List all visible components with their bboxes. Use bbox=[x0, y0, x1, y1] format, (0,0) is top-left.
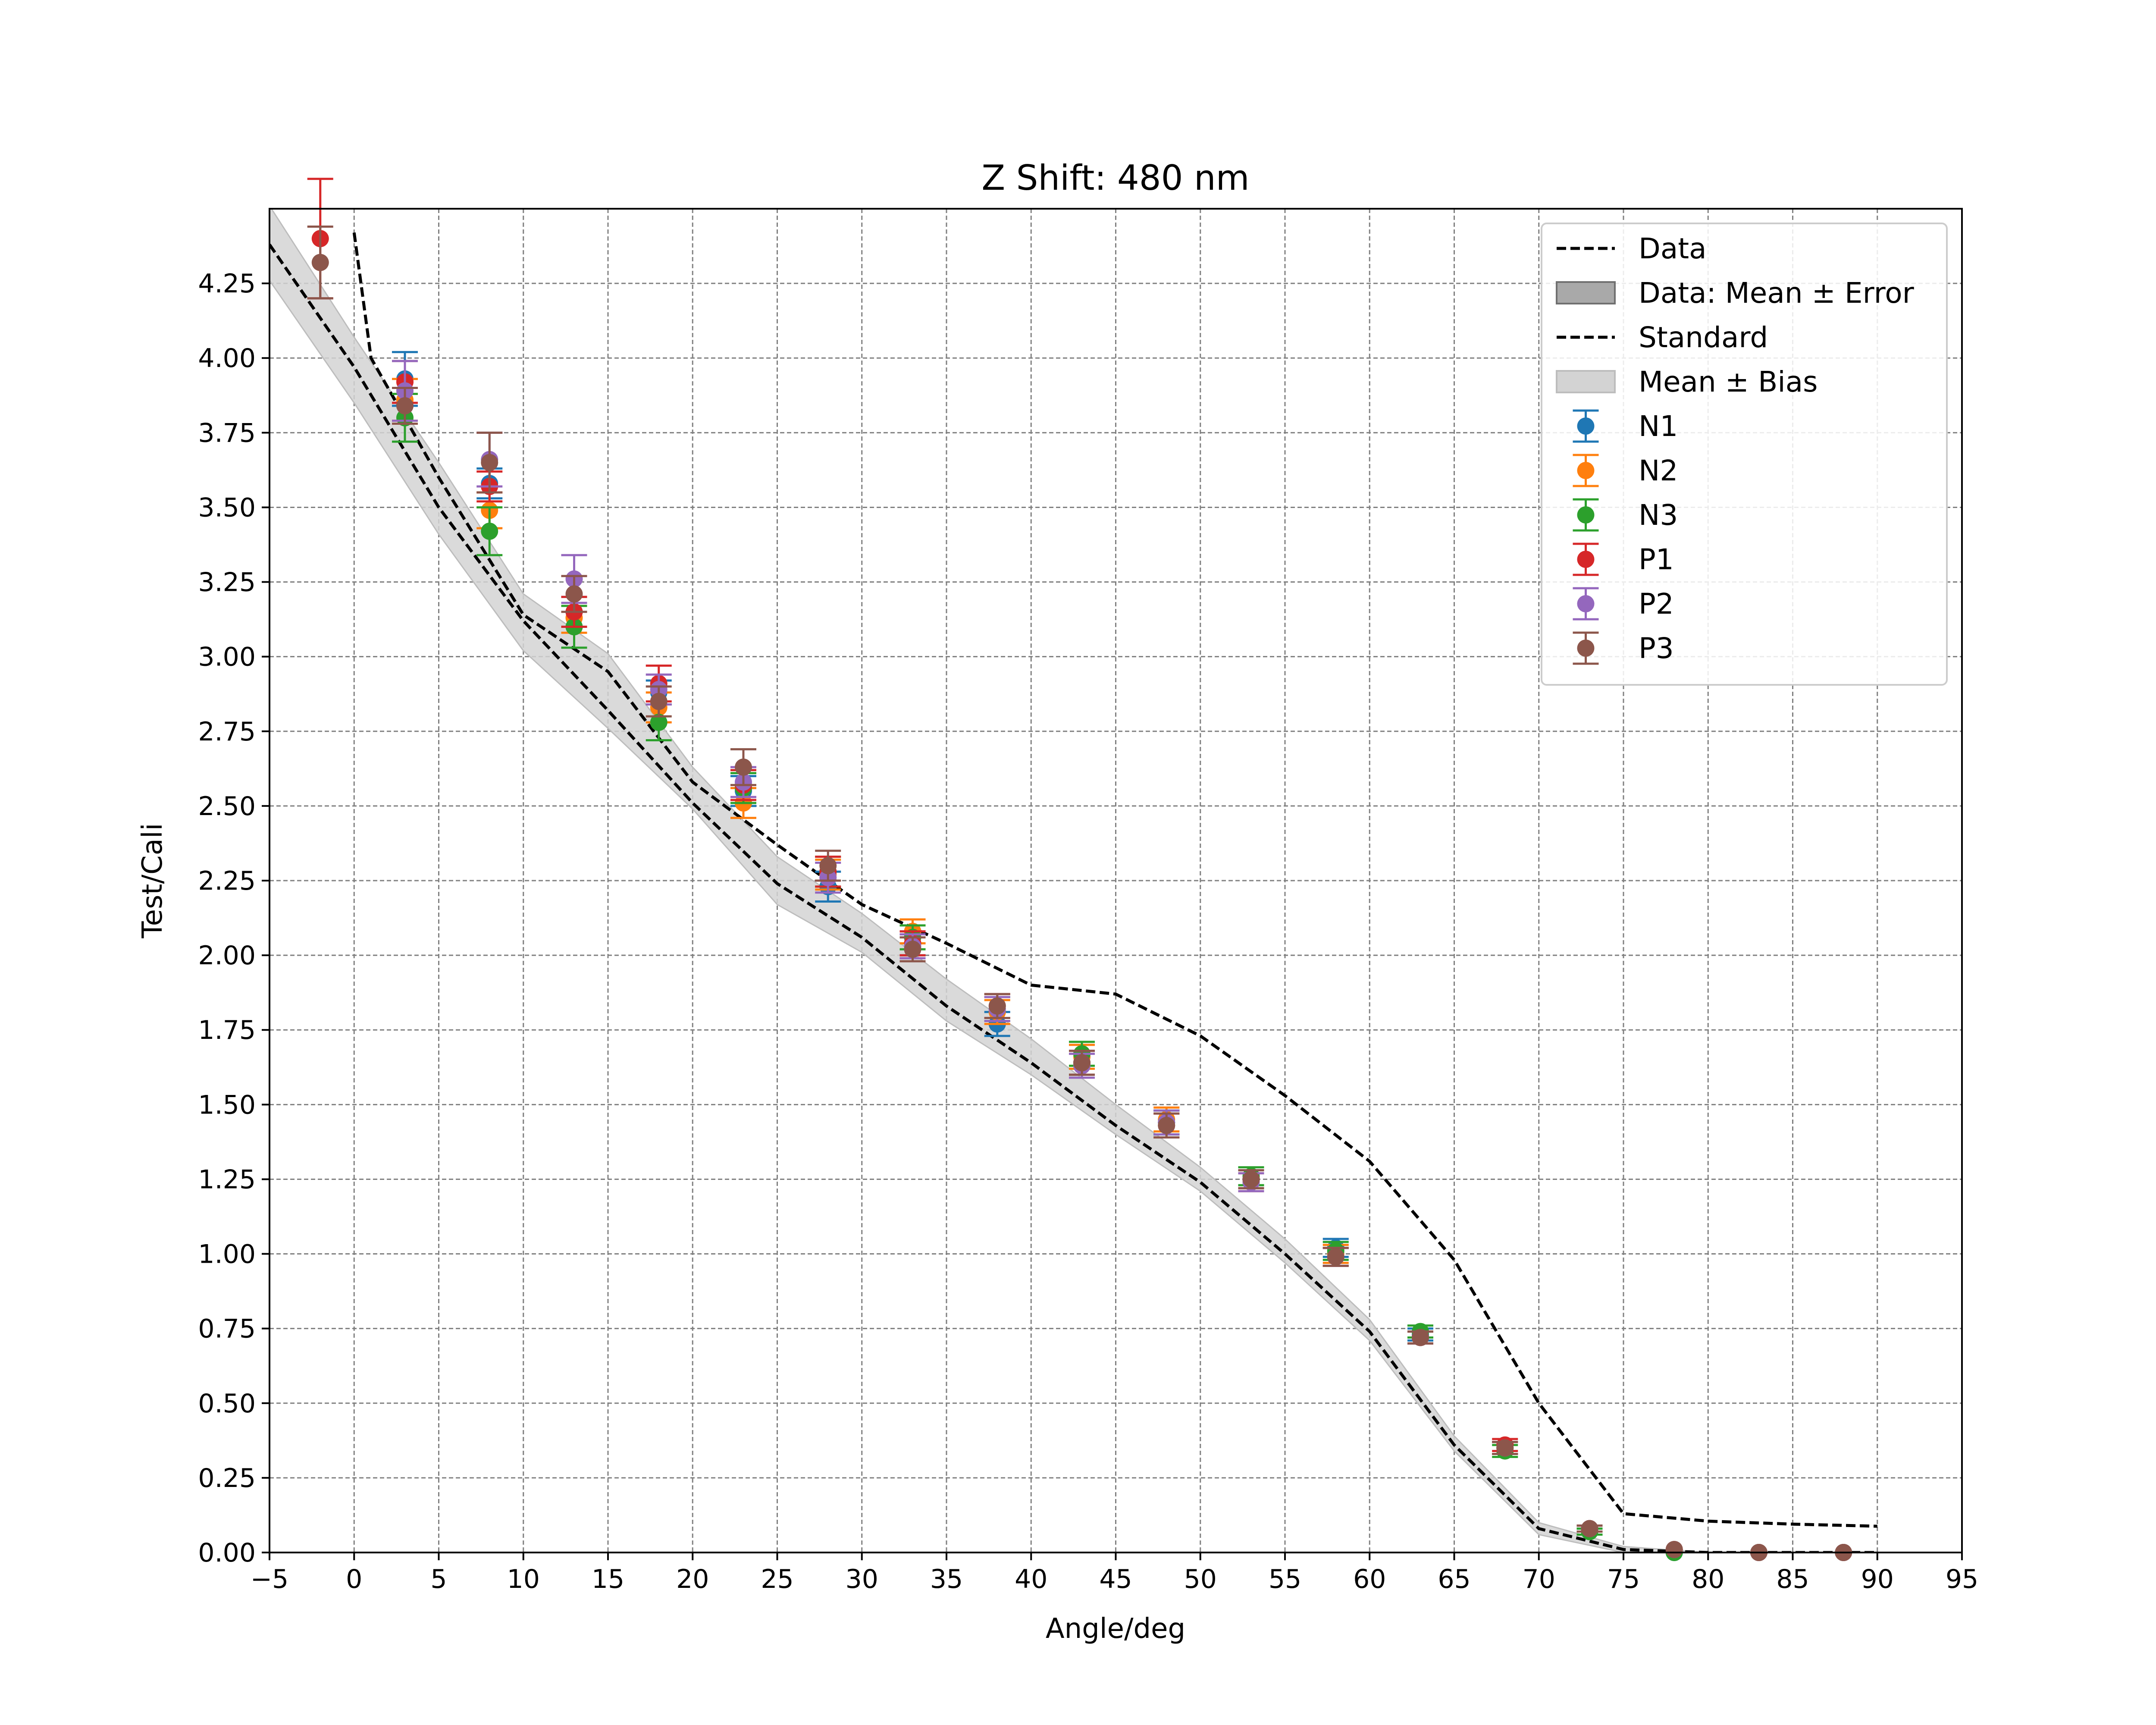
x-tick-label: 50 bbox=[1184, 1564, 1217, 1594]
x-tick-label: 40 bbox=[1015, 1564, 1047, 1594]
data-point bbox=[1158, 1117, 1175, 1134]
x-tick-label: 45 bbox=[1099, 1564, 1132, 1594]
y-tick-label: 4.25 bbox=[198, 269, 256, 299]
x-tick-label: −5 bbox=[251, 1564, 288, 1594]
y-tick-label: 0.25 bbox=[198, 1463, 256, 1493]
data-point bbox=[735, 758, 752, 776]
y-tick-label: 3.75 bbox=[198, 418, 256, 448]
legend-label: Data: Mean ± Error bbox=[1639, 276, 1915, 310]
legend-label: N1 bbox=[1639, 410, 1678, 443]
data-point bbox=[311, 254, 329, 271]
standard-line bbox=[270, 244, 1877, 1552]
y-tick-label: 2.00 bbox=[198, 941, 256, 971]
x-tick-label: 85 bbox=[1776, 1564, 1809, 1594]
x-tick-label: 35 bbox=[930, 1564, 963, 1594]
x-tick-label: 55 bbox=[1269, 1564, 1301, 1594]
scatter-layer bbox=[307, 178, 1852, 1561]
legend-marker bbox=[1577, 595, 1595, 612]
data-point bbox=[988, 997, 1006, 1015]
legend-label: Mean ± Bias bbox=[1639, 365, 1818, 398]
legend-label: N3 bbox=[1639, 499, 1678, 532]
data-point bbox=[819, 857, 837, 875]
data-point bbox=[904, 941, 921, 958]
y-tick-label: 4.00 bbox=[198, 343, 256, 373]
data-point bbox=[1242, 1170, 1260, 1188]
data-point bbox=[396, 397, 414, 415]
x-tick-label: 90 bbox=[1861, 1564, 1894, 1594]
data-point bbox=[1581, 1520, 1598, 1537]
data-point bbox=[1073, 1054, 1091, 1072]
x-tick-label: 25 bbox=[761, 1564, 793, 1594]
y-axis-label: Test/Cali bbox=[137, 823, 169, 938]
data-point bbox=[481, 522, 498, 540]
y-tick-label: 1.25 bbox=[198, 1164, 256, 1195]
y-tick-label: 2.75 bbox=[198, 717, 256, 747]
x-tick-label: 0 bbox=[346, 1564, 362, 1594]
y-tick-label: 0.50 bbox=[198, 1389, 256, 1419]
data-point bbox=[650, 714, 667, 731]
data-line bbox=[352, 232, 1877, 1528]
x-tick-label: 70 bbox=[1523, 1564, 1555, 1594]
legend-marker bbox=[1577, 551, 1595, 568]
y-tick-label: 0.00 bbox=[198, 1538, 256, 1568]
x-axis-label: Angle/deg bbox=[1046, 1613, 1185, 1645]
legend: Data Data: Mean ± Error Standard Mean ± Bia… bbox=[1541, 223, 1948, 686]
y-tick-label: 1.00 bbox=[198, 1239, 256, 1270]
x-axis: −5 0 5 10 15 20 25 30 35 40 45 50 55 60 65 70 75 80 85 90 95 bbox=[251, 1552, 1978, 1594]
x-tick-label: 20 bbox=[676, 1564, 709, 1594]
x-tick-label: 75 bbox=[1607, 1564, 1640, 1594]
data-point bbox=[481, 454, 498, 471]
legend-label: Data bbox=[1639, 232, 1707, 265]
data-point bbox=[1665, 1541, 1683, 1559]
x-tick-label: 60 bbox=[1353, 1564, 1386, 1594]
x-tick-label: 95 bbox=[1946, 1564, 1978, 1594]
y-tick-label: 3.50 bbox=[198, 492, 256, 523]
legend-label: N2 bbox=[1639, 454, 1678, 487]
x-tick-label: 30 bbox=[846, 1564, 878, 1594]
x-tick-label: 80 bbox=[1692, 1564, 1724, 1594]
line-layer bbox=[270, 232, 1877, 1552]
data-point bbox=[1412, 1329, 1429, 1346]
x-tick-label: 15 bbox=[592, 1564, 624, 1594]
x-tick-label: 10 bbox=[507, 1564, 540, 1594]
data-point bbox=[565, 585, 583, 603]
y-tick-label: 1.75 bbox=[198, 1015, 256, 1045]
legend-label: P2 bbox=[1639, 587, 1674, 621]
y-tick-label: 2.25 bbox=[198, 866, 256, 896]
y-tick-label: 3.00 bbox=[198, 642, 256, 672]
legend-marker bbox=[1577, 506, 1595, 524]
legend-patch-handle bbox=[1556, 370, 1616, 393]
legend-label: P3 bbox=[1639, 632, 1674, 665]
legend-label: P1 bbox=[1639, 543, 1674, 576]
data-point bbox=[1496, 1439, 1514, 1457]
y-tick-label: 3.25 bbox=[198, 568, 256, 598]
legend-marker bbox=[1577, 640, 1595, 657]
data-point bbox=[650, 693, 667, 710]
y-tick-label: 1.50 bbox=[198, 1090, 256, 1120]
data-point bbox=[1327, 1248, 1344, 1266]
legend-marker bbox=[1577, 417, 1595, 435]
x-tick-label: 65 bbox=[1438, 1564, 1470, 1594]
legend-label: Standard bbox=[1639, 321, 1768, 354]
legend-box bbox=[1541, 223, 1948, 686]
x-tick-label: 5 bbox=[430, 1564, 447, 1594]
y-tick-label: 2.50 bbox=[198, 791, 256, 822]
legend-patch-handle bbox=[1556, 281, 1616, 304]
chart-title: Z Shift: 480 nm bbox=[981, 158, 1249, 198]
y-tick-label: 0.75 bbox=[198, 1314, 256, 1344]
y-axis: 0.00 0.25 0.50 0.75 1.00 1.25 1.50 1.75 2.00 2.25… bbox=[198, 269, 270, 1568]
legend-marker bbox=[1577, 462, 1595, 479]
